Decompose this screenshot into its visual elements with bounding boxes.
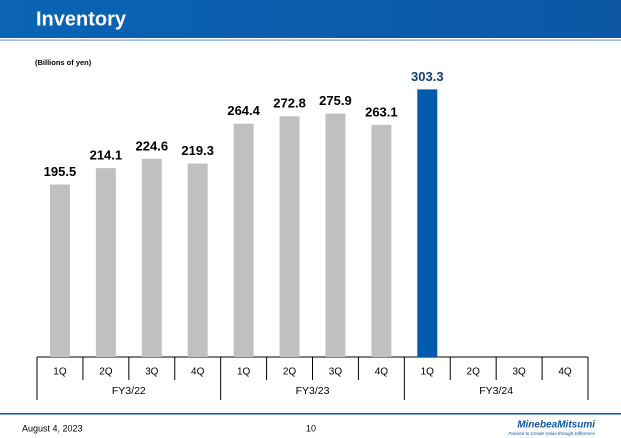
x-tick-label: 1Q: [53, 367, 67, 378]
header-band: [0, 0, 621, 38]
x-tick-label: 2Q: [99, 367, 113, 378]
bar: [187, 163, 208, 357]
footer-rule: [0, 413, 621, 415]
x-tick-label: 4Q: [558, 367, 572, 378]
bar: [141, 158, 162, 357]
x-tick-label: 3Q: [512, 367, 526, 378]
footer-date: August 4, 2023: [22, 423, 83, 433]
value-label: 303.3: [411, 69, 444, 84]
bar: [279, 116, 300, 357]
value-label: 214.1: [90, 148, 123, 163]
x-tick-label: 4Q: [375, 367, 389, 378]
bar: [49, 184, 70, 357]
bar: [95, 168, 116, 357]
bar: [325, 113, 346, 357]
brand-tagline: Passion to Create Value through Differen…: [508, 431, 595, 436]
value-label: 275.9: [319, 93, 352, 108]
x-tick-label: 2Q: [467, 367, 481, 378]
x-tick-label: 4Q: [191, 367, 205, 378]
x-tick-label: 3Q: [329, 367, 343, 378]
header-rule: [0, 39, 621, 41]
bar: [371, 124, 392, 358]
value-label: 264.4: [227, 103, 260, 118]
x-tick-label: 1Q: [237, 367, 251, 378]
value-label: 224.6: [136, 138, 169, 153]
value-label: 195.5: [44, 164, 77, 179]
x-tick-label: 2Q: [283, 367, 297, 378]
value-label: 272.8: [273, 96, 306, 111]
bar: [417, 89, 438, 357]
x-tick-label: 3Q: [145, 367, 159, 378]
unit-label: (Billions of yen): [35, 58, 92, 67]
bar: [233, 123, 254, 358]
page-number: 10: [306, 423, 316, 433]
group-label: FY3/23: [296, 385, 330, 397]
value-label: 263.1: [365, 104, 398, 119]
value-label: 219.3: [181, 143, 214, 158]
x-tick-label: 1Q: [421, 367, 435, 378]
group-label: FY3/24: [479, 385, 513, 397]
brand-logo: MinebeaMitsumi: [517, 420, 595, 431]
slide-title: Inventory: [36, 8, 127, 30]
group-label: FY3/22: [112, 385, 146, 397]
